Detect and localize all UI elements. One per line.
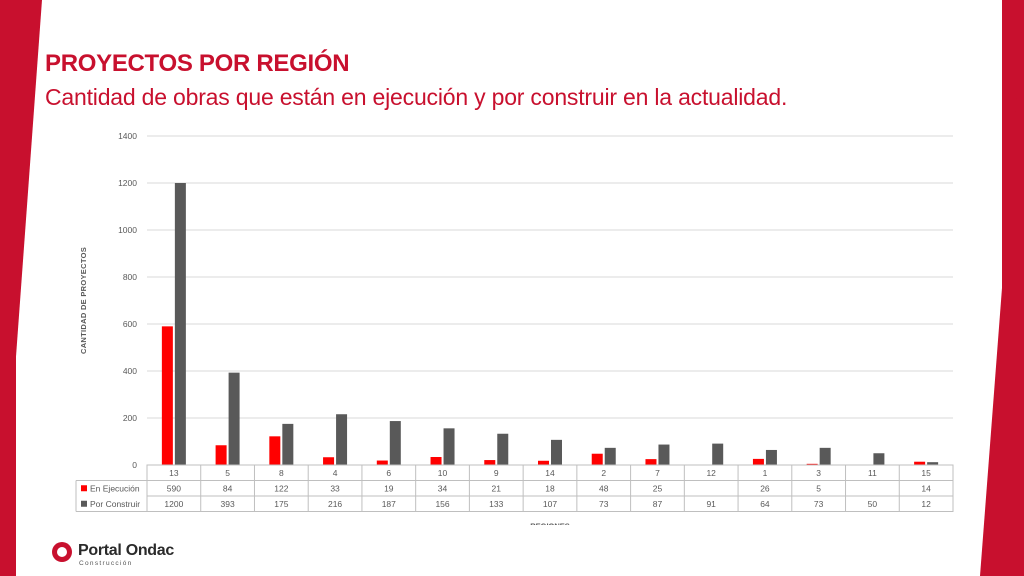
table-value: 73 <box>814 499 824 509</box>
bar <box>873 453 885 465</box>
bar <box>323 457 335 465</box>
table-value: 133 <box>489 499 503 509</box>
table-value: 33 <box>330 483 340 493</box>
table-value: 5 <box>816 483 821 493</box>
x-category-label: 15 <box>921 468 931 478</box>
bar <box>752 458 764 465</box>
legend-key <box>81 500 87 507</box>
table-value: 48 <box>599 483 609 493</box>
x-category-label: 12 <box>706 468 716 478</box>
y-tick-label: 0 <box>132 460 137 470</box>
bar <box>336 414 348 465</box>
legend-label: Por Construir <box>90 499 140 509</box>
table-value: 12 <box>921 499 931 509</box>
logo-ring-icon <box>52 542 72 562</box>
y-tick-label: 200 <box>123 413 137 423</box>
bar <box>819 447 831 465</box>
page-subtitle: Cantidad de obras que están en ejecución… <box>45 84 788 110</box>
x-category-label: 7 <box>655 468 660 478</box>
portal-ondac-logo: Portal Ondac Construcción <box>52 540 212 570</box>
y-tick-label: 400 <box>123 366 137 376</box>
table-value: 122 <box>274 483 288 493</box>
y-tick-label: 1200 <box>118 178 137 188</box>
bar <box>604 447 616 465</box>
x-category-label: 2 <box>601 468 606 478</box>
table-value: 216 <box>328 499 342 509</box>
logo-subtitle: Construcción <box>79 560 133 567</box>
bar-chart: 0 200 400 600 800 1000 1200 1400 CANTIDAD DE PRO… <box>75 131 954 526</box>
bar <box>765 449 777 465</box>
table-frame <box>146 464 954 512</box>
table-value: 64 <box>760 499 770 509</box>
table-value: 21 <box>492 483 502 493</box>
x-category-label: 13 <box>169 468 179 478</box>
x-category-label: 8 <box>279 468 284 478</box>
table-value: 34 <box>438 483 448 493</box>
y-tick-label: 800 <box>123 272 137 282</box>
x-category-label: 14 <box>545 468 555 478</box>
table-value: 187 <box>382 499 396 509</box>
bar <box>927 462 939 465</box>
bar <box>215 445 227 465</box>
bar <box>376 460 388 465</box>
bar <box>497 433 509 465</box>
x-category-label: 6 <box>386 468 391 478</box>
x-axis-title: REGIONES <box>530 522 570 526</box>
table-value: 84 <box>223 483 233 493</box>
bar <box>443 428 455 465</box>
x-category-label: 3 <box>816 468 821 478</box>
bar <box>174 183 186 465</box>
bar <box>269 436 281 465</box>
bar <box>712 443 724 465</box>
table-value: 156 <box>435 499 449 509</box>
legend-key <box>81 485 87 492</box>
page-title: PROYECTOS POR REGIÓN <box>45 50 350 77</box>
bar <box>228 372 240 465</box>
table-value: 18 <box>545 483 555 493</box>
right-accent-stripe <box>980 0 1024 576</box>
bar <box>538 460 549 465</box>
y-axis-title: CANTIDAD DE PROYECTOS <box>79 247 88 354</box>
table-value: 26 <box>760 483 770 493</box>
table-value: 25 <box>653 483 663 493</box>
x-category-label: 1 <box>763 468 768 478</box>
x-category-label: 9 <box>494 468 499 478</box>
y-tick-label: 1000 <box>118 225 137 235</box>
table-value: 73 <box>599 499 609 509</box>
bar <box>658 444 670 465</box>
bar <box>430 457 442 465</box>
table-value: 393 <box>221 499 235 509</box>
table-value: 91 <box>706 499 716 509</box>
table-value: 50 <box>868 499 878 509</box>
bar <box>161 326 173 465</box>
table-value: 1200 <box>164 499 183 509</box>
bar <box>551 439 562 465</box>
bar <box>645 459 657 465</box>
table-value: 14 <box>921 483 931 493</box>
x-category-label: 5 <box>225 468 230 478</box>
bar <box>591 453 603 465</box>
y-tick-label: 1400 <box>118 131 137 141</box>
bar <box>282 423 294 465</box>
table-value: 175 <box>274 499 288 509</box>
left-accent-stripe <box>0 0 42 576</box>
legend-label: En Ejecución <box>90 483 140 493</box>
bar <box>914 461 926 465</box>
bar <box>389 421 401 465</box>
table-value: 19 <box>384 483 394 493</box>
table-value: 107 <box>543 499 557 509</box>
table-value: 590 <box>167 483 181 493</box>
y-tick-label: 600 <box>123 319 137 329</box>
bar <box>484 460 496 465</box>
table-value: 87 <box>653 499 663 509</box>
x-category-label: 11 <box>868 468 877 478</box>
x-category-label: 4 <box>333 468 338 478</box>
bar <box>806 463 818 465</box>
logo-name: Portal Ondac <box>78 542 174 559</box>
x-category-label: 10 <box>438 468 448 478</box>
